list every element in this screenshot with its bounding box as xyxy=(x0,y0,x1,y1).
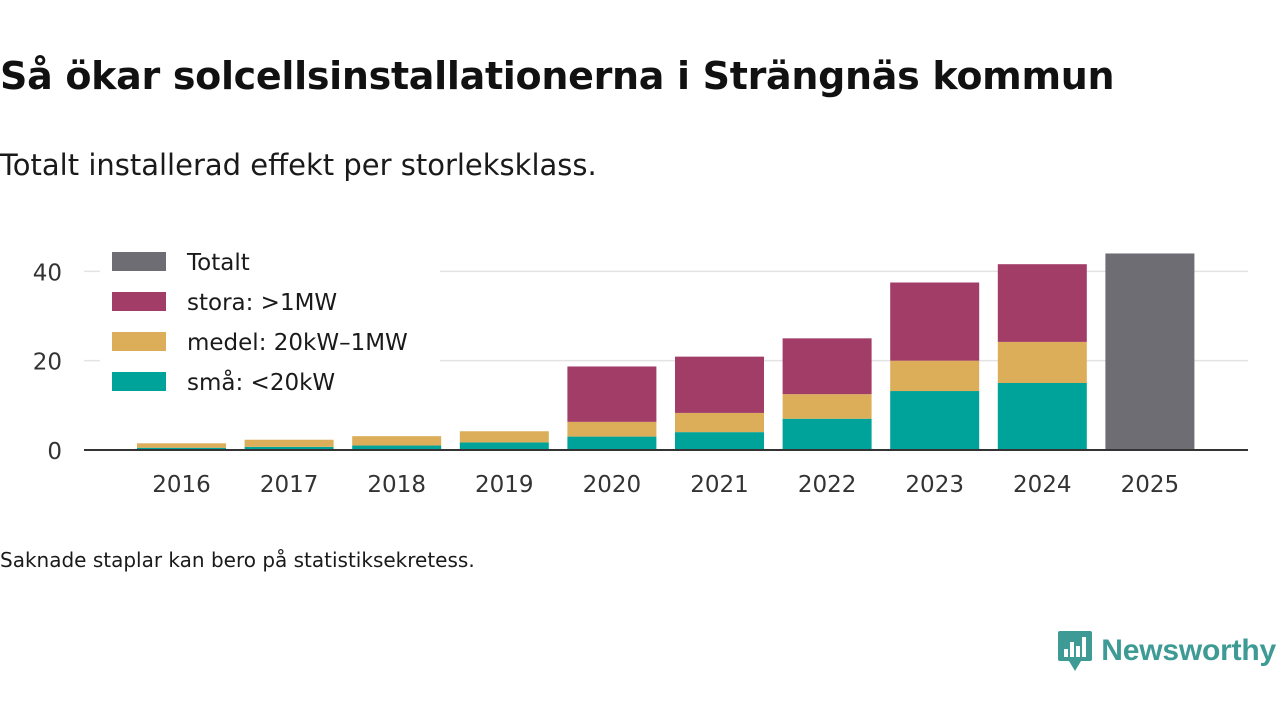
bar-segment xyxy=(997,341,1087,383)
stacked-bar-chart: 0 20 40 2016 2017 2018 2019 2020 2021 2022 2023 202… xyxy=(33,242,1248,498)
chart-title: Så ökar solcellsinstallationerna i Strän… xyxy=(0,54,1115,98)
legend-swatch xyxy=(112,252,166,271)
legend: Totalt stora: >1MW medel: 20kW–1MW små: <20… xyxy=(100,242,440,406)
brand-name: Newsworthy xyxy=(1101,634,1276,667)
legend-label: små: <20kW xyxy=(187,368,335,396)
legend-label: stora: >1MW xyxy=(187,290,337,316)
bar-segment xyxy=(890,282,980,361)
bar-segment xyxy=(997,383,1087,450)
y-tick-label: 20 xyxy=(33,350,62,376)
brand-logo: Newsworthy xyxy=(1057,628,1276,674)
bar-segment xyxy=(352,445,442,450)
x-tick-label: 2017 xyxy=(260,472,319,498)
x-tick-label: 2025 xyxy=(1121,472,1180,498)
bars xyxy=(137,253,1195,450)
x-tick-label: 2024 xyxy=(1013,472,1072,498)
x-tick-label: 2018 xyxy=(367,472,426,498)
bar-segment xyxy=(137,447,226,450)
bar-segment xyxy=(137,443,226,448)
x-tick-label: 2019 xyxy=(475,472,534,498)
legend-swatch xyxy=(112,372,166,391)
bar-segment xyxy=(890,360,980,392)
y-tick-label: 0 xyxy=(47,439,62,465)
bar-segment xyxy=(459,442,549,450)
axes: 0 20 40 2016 2017 2018 2019 2020 2021 2022 2023 202… xyxy=(33,260,1248,498)
legend-label: Totalt xyxy=(186,250,250,276)
bar-segment xyxy=(997,264,1087,342)
bar-segment xyxy=(675,432,764,450)
bar-segment xyxy=(782,394,872,419)
legend-label: medel: 20kW–1MW xyxy=(187,330,408,356)
x-tick-label: 2020 xyxy=(583,472,642,498)
x-tick-label: 2023 xyxy=(905,472,964,498)
bar-segment xyxy=(352,436,442,446)
bar-segment xyxy=(567,366,657,422)
x-tick-label: 2021 xyxy=(690,472,749,498)
bar-segment xyxy=(244,446,334,450)
footnote: Saknade staplar kan bero på statistiksek… xyxy=(0,548,475,572)
bar-segment xyxy=(1105,253,1195,450)
x-tick-label: 2022 xyxy=(798,472,857,498)
bar-segment xyxy=(890,391,980,450)
bar-segment xyxy=(244,439,334,447)
x-tick-label: 2016 xyxy=(152,472,211,498)
legend-swatch xyxy=(112,292,166,311)
bar-segment xyxy=(782,418,872,450)
bar-segment xyxy=(459,431,549,443)
legend-swatch xyxy=(112,332,166,351)
y-tick-label: 40 xyxy=(33,260,62,286)
bar-segment xyxy=(782,338,872,395)
newsworthy-logo-icon xyxy=(1058,631,1093,671)
chart-subtitle: Totalt installerad effekt per storlekskl… xyxy=(0,148,597,182)
bar-segment xyxy=(567,436,657,450)
bar-segment xyxy=(675,356,764,413)
bar-segment xyxy=(675,412,764,433)
bar-segment xyxy=(567,421,657,437)
